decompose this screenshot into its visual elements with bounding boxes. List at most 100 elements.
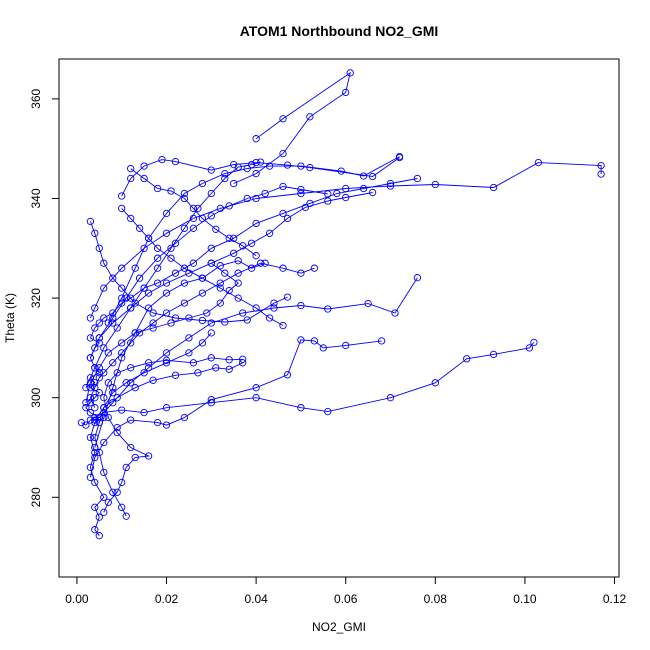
data-point [180, 413, 189, 422]
data-point [100, 493, 108, 501]
data-point [225, 286, 233, 295]
data-point [153, 244, 162, 252]
data-point [100, 284, 108, 292]
series [118, 153, 404, 200]
data-point [283, 214, 292, 223]
data-point [149, 324, 157, 332]
x-axis: 0.00 0.02 0.04 0.06 0.08 0.10 0.12 [65, 576, 627, 606]
data-point [306, 199, 314, 208]
data-point [104, 379, 112, 387]
data-point [297, 189, 305, 198]
data-point [252, 194, 260, 203]
data-point [113, 428, 121, 437]
data-point [100, 369, 108, 377]
data-point [149, 309, 157, 317]
data-point [95, 374, 103, 382]
data-point [109, 488, 117, 496]
data-point [118, 192, 126, 200]
data-point [131, 384, 139, 392]
data-point [359, 184, 368, 193]
data-point [131, 453, 139, 462]
data-point [91, 364, 99, 372]
data-point [279, 209, 287, 218]
data-point [279, 321, 287, 330]
data-point [413, 274, 422, 282]
data-point [368, 172, 377, 181]
data-point [247, 264, 256, 272]
data-point [100, 404, 108, 412]
data-point [109, 399, 117, 407]
data-point [95, 339, 103, 347]
data-point [265, 314, 274, 322]
series-line [130, 168, 257, 257]
x-tick-label: 0.02 [155, 592, 179, 606]
data-point [95, 448, 103, 457]
data-point [306, 163, 314, 172]
data-point [144, 289, 153, 297]
data-point [104, 498, 112, 506]
data-point [144, 234, 153, 242]
data-point [95, 319, 103, 327]
series-line [85, 178, 418, 536]
series [82, 174, 422, 540]
chart-title: ATOM1 Northbound NO2_GMI [240, 23, 439, 39]
x-tick-label: 0.08 [424, 592, 448, 606]
x-tick-label: 0.12 [603, 592, 627, 606]
data-point [261, 259, 269, 267]
data-point [283, 161, 292, 169]
data-point [194, 204, 202, 213]
data-point [391, 309, 399, 317]
data-point [162, 356, 171, 364]
data-point [158, 155, 166, 164]
data-point [301, 203, 310, 212]
data-point [342, 341, 350, 350]
data-point [180, 279, 189, 287]
data-point [153, 264, 162, 272]
data-point [212, 225, 220, 233]
series-line [89, 262, 315, 408]
data-point [86, 399, 95, 407]
data-point [324, 305, 332, 313]
data-point [221, 169, 229, 178]
data-point [324, 197, 332, 205]
data-point [597, 161, 605, 170]
series-line [85, 262, 239, 403]
data-point [243, 316, 251, 324]
data-point [140, 408, 148, 417]
data-point [180, 194, 189, 203]
data-point [180, 264, 189, 272]
data-point [265, 229, 274, 237]
y-tick-label: 300 [29, 387, 43, 407]
data-point [118, 349, 126, 357]
data-point [463, 355, 471, 363]
data-point [95, 389, 103, 397]
data-point [221, 318, 229, 326]
data-point [127, 339, 135, 347]
data-point [86, 217, 95, 226]
data-point [122, 463, 130, 472]
data-point [149, 319, 157, 327]
data-point [534, 158, 543, 167]
data-point [95, 244, 103, 252]
data-point [100, 508, 108, 516]
series [95, 188, 377, 342]
series [127, 164, 260, 260]
data-point [239, 359, 247, 367]
data-point [91, 404, 99, 412]
data-point [234, 294, 242, 302]
data-point [364, 299, 372, 308]
data-point [109, 384, 117, 392]
series [86, 182, 332, 362]
data-point [86, 463, 95, 472]
data-point [189, 259, 198, 267]
data-point [91, 416, 99, 424]
data-point [86, 416, 95, 424]
data-point [86, 473, 95, 482]
data-point [144, 304, 153, 312]
data-point [198, 289, 207, 297]
data-point [239, 242, 247, 250]
data-point [342, 184, 350, 193]
data-point [221, 174, 229, 183]
data-point [95, 532, 103, 540]
data-point [100, 438, 108, 447]
